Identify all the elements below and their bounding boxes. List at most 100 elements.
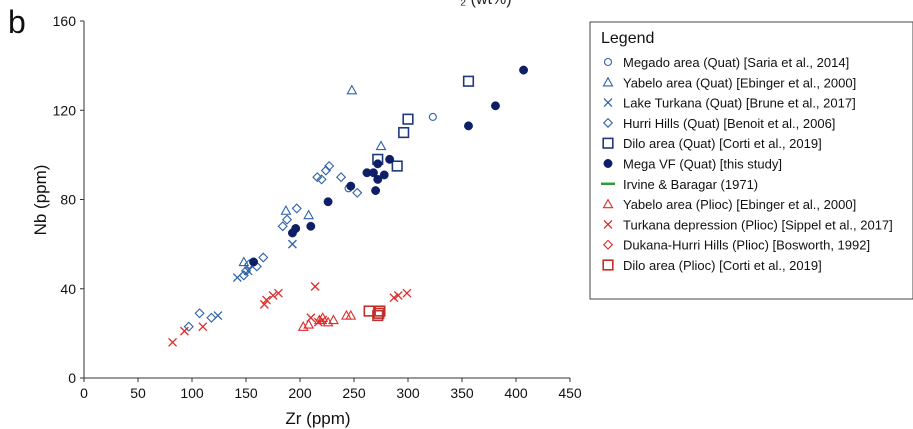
legend-items: Megado area (Quat) [Saria et al., 2014] Y… [601,55,893,273]
legend-label: Lake Turkana (Quat) [Brune et al., 2017] [623,96,856,111]
data-point [316,174,327,185]
legend-marker [603,57,613,67]
panel-label: b [8,4,26,40]
data-point [371,186,381,196]
x-tick-label: 150 [234,385,258,401]
data-point [352,187,363,198]
legend-label: Yabelo area (Plioc) [Ebinger et al., 200… [623,197,856,212]
data-point [277,221,288,232]
legend-label: Yabelo area (Quat) [Ebinger et al., 2000… [623,75,856,90]
data-point [345,309,357,320]
x-tick-label: 100 [180,385,204,401]
data-point [262,295,271,305]
y-axis-label: Nb (ppm) [31,165,50,236]
series-group [213,239,297,320]
data-point [291,203,302,214]
data-point [402,113,414,125]
legend-marker [602,137,614,149]
data-point [306,221,316,231]
data-point [398,126,410,139]
legend-marker [603,219,613,229]
data-point [273,288,283,298]
data-point [320,165,331,176]
data-point [198,322,208,332]
legend: Legend Megado area (Quat) [Saria et al.,… [589,21,913,300]
data-point [291,224,301,233]
data-point [258,252,269,263]
data-point [464,121,473,131]
x-tick-label: 400 [504,385,528,401]
data-point [379,170,389,180]
data-point [268,290,278,300]
x-tick-label: 50 [130,385,146,401]
series-group [183,160,363,332]
data-point [328,314,339,325]
x-tick-label: 250 [342,385,366,401]
data-point [346,181,356,191]
top-cut-text: ₂ (wt%) [460,0,512,8]
y-axis-ticks: 0 40 80 120 160 [53,13,84,386]
data-point [323,197,333,207]
data-point [280,205,292,215]
y-tick-label: 80 [60,192,76,208]
data-point [373,174,383,184]
data-point [303,318,315,329]
series-group [168,282,412,347]
x-axis-ticks: 0 50 100 150 200 250 300 350 400 450 [80,378,582,401]
y-tick-label: 160 [53,13,77,29]
legend-marker [602,117,614,128]
x-tick-label: 0 [80,385,88,401]
legend-label: Dukana-Hurri Hills (Plioc) [Bosworth, 19… [623,238,870,253]
legend-marker [603,159,613,168]
series-group [297,309,357,331]
legend-marker [602,76,614,87]
data-point [249,257,259,267]
x-tick-label: 350 [450,385,474,401]
x-tick-label: 450 [558,385,582,401]
data-point [238,256,250,267]
data-point [168,337,178,347]
data-point [183,321,194,332]
data-point [335,172,347,183]
data-point [491,101,500,111]
data-point [393,290,403,300]
data-point [313,317,323,327]
legend-marker [603,98,613,108]
legend-title: Legend [601,30,654,47]
data-point [375,140,387,151]
legend-label: Megado area (Quat) [Saria et al., 2014] [623,55,849,70]
data-point [368,168,378,178]
series-group [363,305,386,322]
data-point [402,288,412,298]
x-tick-label: 300 [396,385,420,401]
legend-marker [602,198,614,209]
data-point [306,313,316,323]
data-point [281,214,293,225]
data-point [519,65,529,75]
data-point [303,209,315,220]
data-point [324,160,335,172]
legend-marker [602,259,614,271]
legend-marker [602,239,614,250]
data-point [310,282,320,291]
legend-box [589,21,913,300]
data-point [243,266,253,276]
legend-label: Irvine & Baragar (1971) [623,177,758,192]
legend-label: Turkana depression (Plioc) [Sippel et al… [623,217,893,232]
series-group [372,75,475,172]
data-point [346,84,358,95]
data-point [312,172,323,183]
legend-label: Dilo area (Quat) [Corti et al., 2019] [623,136,822,151]
y-tick-label: 120 [53,102,77,118]
data-point [385,154,395,164]
legend-label: Hurri Hills (Quat) [Benoit et al., 2006] [623,116,835,131]
data-point [194,308,205,319]
y-tick-label: 0 [68,370,76,386]
data-point [462,75,475,87]
data-point [373,159,383,169]
series-group [344,112,437,193]
series-group [249,65,529,267]
data-point [179,326,189,336]
data-point [428,112,437,121]
